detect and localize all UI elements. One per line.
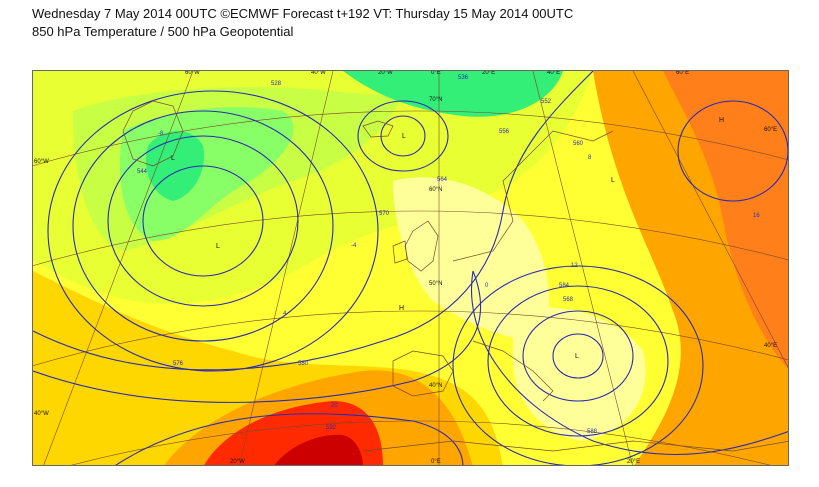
graticule-line	[33, 210, 788, 267]
map-canvas	[33, 71, 788, 465]
graticule-line	[33, 310, 788, 367]
geopotential-label: 584	[559, 283, 570, 289]
coastline	[122, 100, 184, 167]
temperature-field-pale-yellow-south	[513, 307, 646, 441]
temperature-label: 8	[588, 155, 592, 161]
axis-label-top: 0°E	[431, 70, 441, 76]
geopotential-label: 556	[499, 129, 510, 135]
graticule-line	[532, 71, 633, 465]
axis-label-top: 40°E	[547, 70, 561, 76]
latitude-label: 60°N	[429, 187, 443, 193]
temperature-label: 12	[571, 263, 578, 269]
geopotential-contour	[107, 135, 299, 307]
temperature-label: 16	[753, 213, 760, 219]
coastline	[392, 240, 408, 264]
axis-label-bottom: 20°W	[230, 459, 245, 465]
geopotential-contour	[471, 270, 788, 456]
geopotential-label: 536	[458, 75, 469, 81]
axis-label-top: 60°E	[676, 70, 690, 76]
temperature-label: -8	[158, 131, 164, 137]
low-pressure-marker: L	[171, 155, 175, 162]
geopotential-label: 568	[563, 297, 574, 303]
axis-label-top: 20°E	[482, 70, 496, 76]
geopotential-label: 570	[379, 211, 390, 217]
low-pressure-marker: L	[216, 243, 220, 250]
temperature-field-cold-green	[343, 71, 563, 117]
low-pressure-marker: L	[402, 133, 406, 140]
geopotential-label: 580	[298, 361, 309, 367]
low-pressure-marker: L	[611, 177, 615, 184]
axis-label-top: 40°W	[311, 70, 326, 76]
geopotential-label: 560	[573, 141, 584, 147]
geopotential-contours	[33, 71, 788, 465]
geopotential-label: 592	[326, 425, 337, 431]
low-pressure-marker: L	[575, 353, 579, 360]
axis-label-right: 60°E	[764, 127, 778, 133]
geopotential-label: 564	[437, 177, 448, 183]
high-pressure-marker: H	[719, 117, 725, 124]
geopotential-contour	[677, 100, 788, 202]
temperature-label: 0	[485, 283, 489, 289]
geopotential-contour	[522, 310, 634, 402]
coastlines	[122, 100, 788, 452]
axis-label-left: 60°W	[34, 159, 49, 165]
graticule-line	[71, 420, 771, 465]
geopotential-contour	[142, 165, 264, 277]
temperature-label: -4	[351, 243, 357, 249]
geopotential-contour	[33, 270, 482, 403]
graticule	[33, 71, 788, 465]
temperature-label: 4	[283, 311, 287, 317]
coastline	[472, 340, 554, 402]
axis-label-top: 60°W	[185, 70, 200, 76]
map-title: Wednesday 7 May 2014 00UTC ©ECMWF Foreca…	[32, 6, 574, 21]
axis-label-left: 40°W	[34, 411, 49, 417]
axis-label-bottom: 0°E	[431, 459, 441, 465]
geopotential-label: 528	[271, 81, 282, 87]
latitude-label: 40°N	[429, 383, 443, 389]
temperature-field-dark-red	[274, 434, 363, 465]
axis-label-right: 40°E	[764, 343, 778, 349]
axis-label-top: 20°W	[378, 70, 393, 76]
temperature-field-dark-orange	[663, 71, 788, 369]
coastline	[362, 120, 394, 138]
geopotential-contour	[380, 115, 426, 157]
map-subtitle: 850 hPa Temperature / 500 hPa Geopotenti…	[32, 24, 294, 39]
geopotential-label: 588	[587, 429, 598, 435]
forecast-map: 60°W 40°W 20°W 0°E 20°E 40°E 60°E 20°W 0…	[32, 70, 789, 466]
geopotential-contour	[115, 413, 464, 465]
latitude-label: 70°N	[429, 97, 443, 103]
coastline	[362, 440, 788, 452]
geopotential-label: 552	[541, 99, 552, 105]
geopotential-label: 544	[137, 169, 148, 175]
geopotential-contour	[357, 100, 449, 172]
temperature-field-cold-green-west	[145, 131, 204, 201]
graticule-line	[632, 71, 788, 368]
temperature-label: 20	[331, 403, 338, 409]
latitude-label: 50°N	[429, 281, 443, 287]
high-pressure-marker: H	[399, 305, 405, 312]
coastline	[452, 130, 614, 262]
geopotential-contour	[47, 90, 379, 372]
geopotential-contour	[487, 285, 669, 437]
graticule-line	[43, 71, 194, 465]
geopotential-contour	[452, 265, 704, 465]
coastline	[392, 350, 454, 397]
graticule-line	[33, 110, 788, 167]
geopotential-contour	[72, 110, 334, 342]
axis-label-bottom: 20°E	[627, 459, 641, 465]
temperature-field-pale-yellow	[393, 177, 549, 341]
geopotential-contour	[33, 71, 594, 371]
geopotential-contour	[552, 333, 604, 379]
geopotential-label: 576	[173, 361, 184, 367]
graticule-line	[239, 71, 334, 465]
